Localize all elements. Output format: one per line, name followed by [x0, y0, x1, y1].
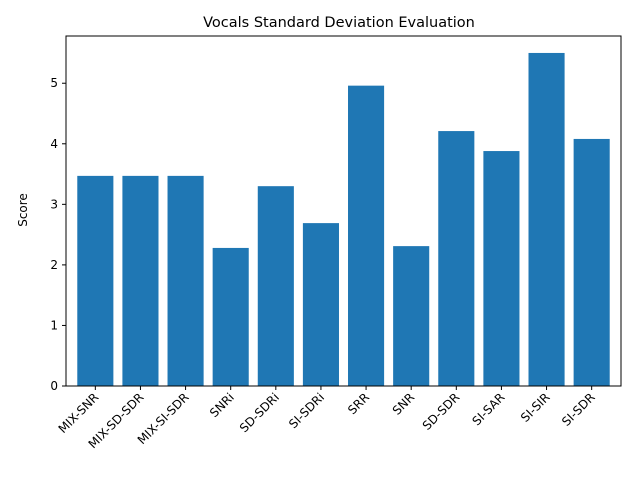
x-tick-label: SRR [345, 390, 372, 417]
y-tick-label: 5 [50, 76, 58, 90]
bar-snr [393, 246, 430, 386]
y-tick-label: 3 [50, 197, 58, 211]
plot-frame [65, 35, 622, 387]
y-axis-ticks: 0 1 2 3 4 5 [50, 76, 66, 393]
x-tick-label: SNRi [207, 390, 237, 420]
y-tick-label: 4 [50, 137, 58, 151]
bar-si-sir [528, 52, 565, 386]
x-tick-label: SD-SDRi [237, 390, 282, 435]
bar-si-sdri [302, 223, 339, 386]
bar-si-sdr [573, 138, 610, 386]
x-tick-label: MIX-SNR [56, 390, 102, 436]
x-tick-label: SI-SDRi [286, 390, 327, 431]
x-tick-label: SI-SDR [559, 390, 598, 429]
bar-mix-si-sdr [167, 175, 204, 386]
x-tick-label: SNR [390, 390, 418, 418]
bars-group [77, 52, 610, 386]
y-axis-title: Score [16, 193, 30, 227]
bar-srr [348, 85, 385, 386]
bar-mix-sd-sdr [122, 175, 159, 386]
bar-sd-sdr [438, 131, 475, 386]
y-tick-label: 0 [50, 379, 58, 393]
chart-title: Vocals Standard Deviation Evaluation [203, 15, 475, 31]
x-tick-label: SD-SDR [420, 390, 463, 433]
x-tick-label: SI-SAR [469, 390, 507, 428]
bar-sd-sdri [257, 186, 294, 386]
bar-si-sar [483, 151, 520, 386]
y-tick-label: 2 [50, 258, 58, 272]
y-tick-label: 1 [50, 318, 58, 332]
bar-mix-snr [77, 175, 114, 386]
bar-snri [212, 247, 249, 386]
x-tick-label: SI-SIR [518, 390, 553, 425]
